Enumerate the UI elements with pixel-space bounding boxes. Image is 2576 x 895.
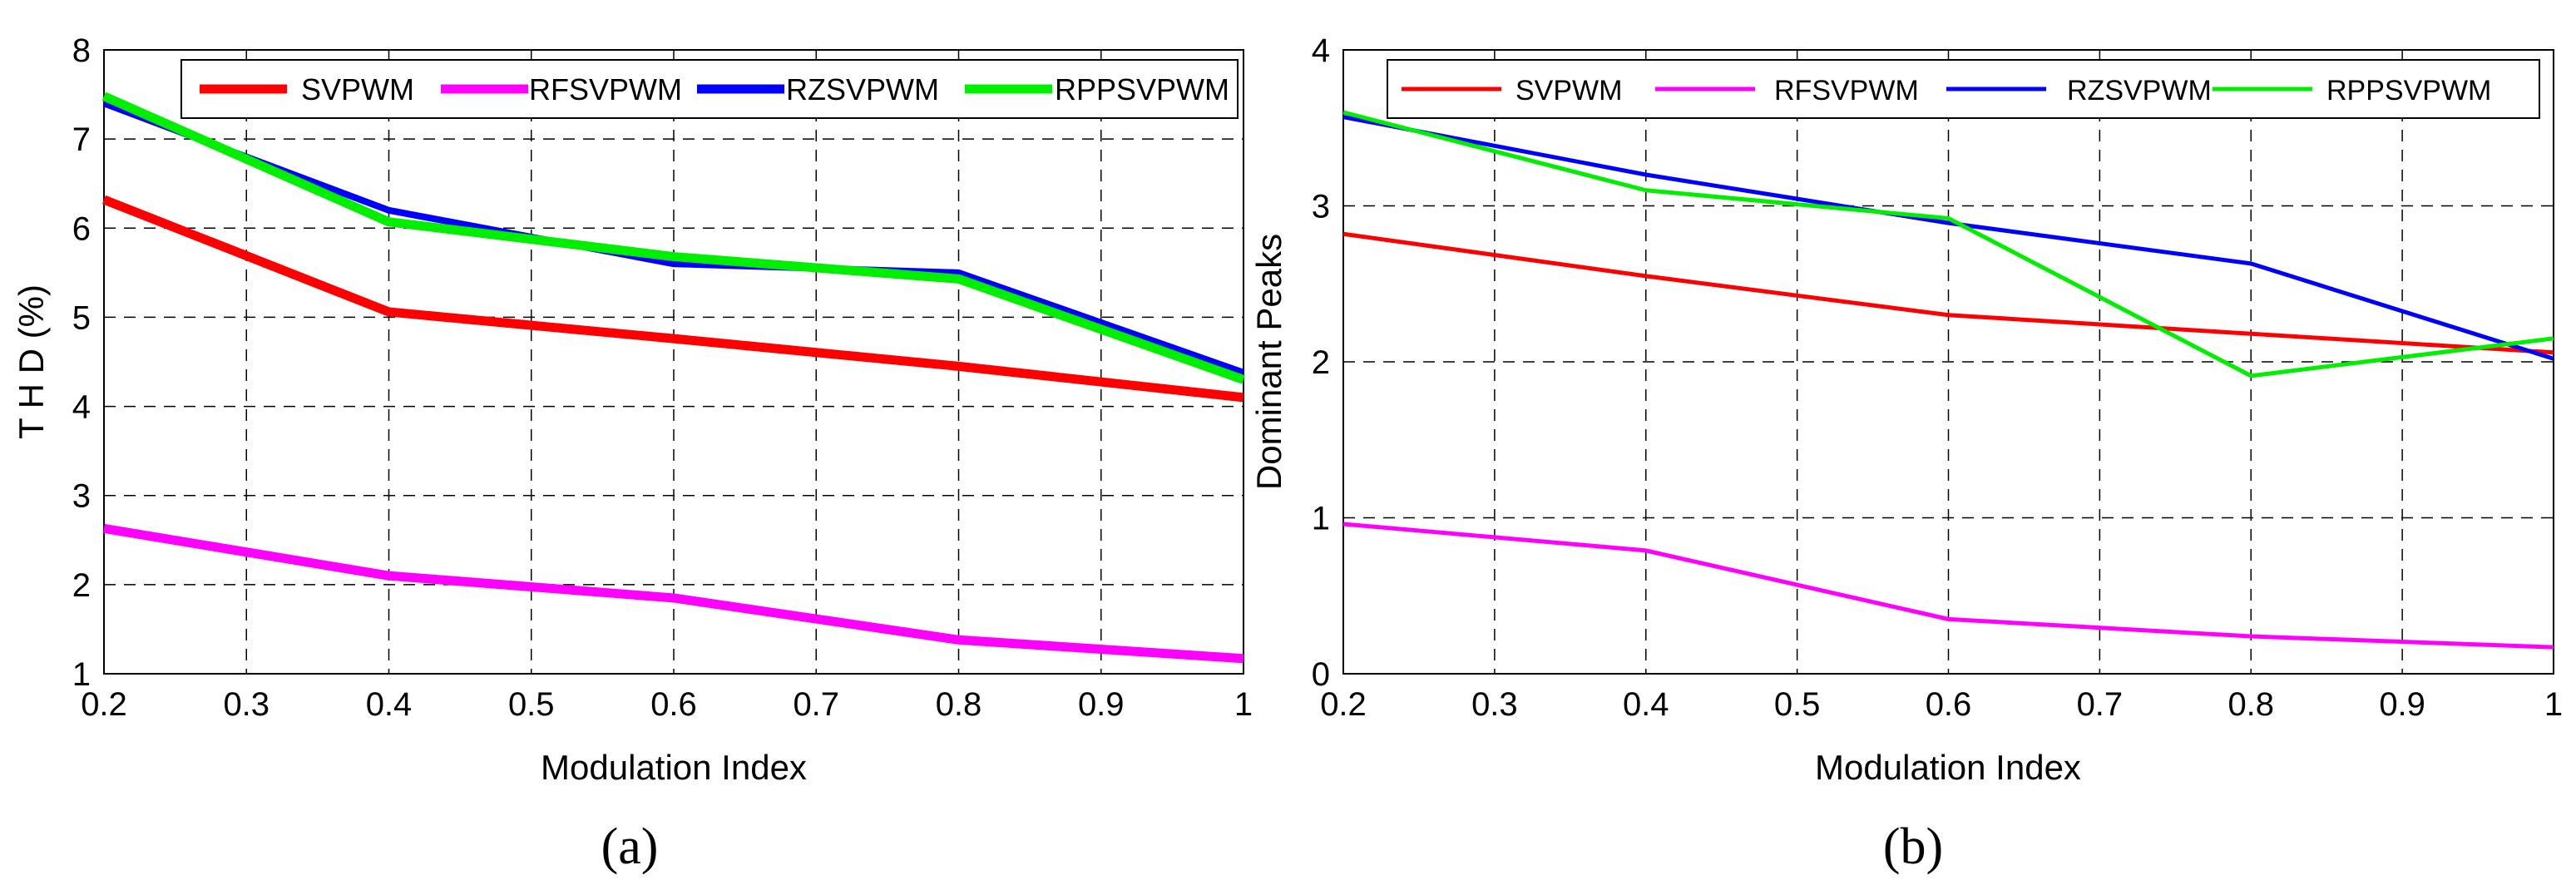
y-tick-label: 3 — [1312, 189, 1330, 225]
chart-panel-a: 0.2 0.3 0.4 0.5 0.6 0.7 0.8 0.9 1 1 2 3 4 5 6 7 8 SVPWM R… — [12, 32, 1253, 875]
legend-label: RFSVPWM — [529, 72, 682, 106]
panel-label-a: (a) — [601, 818, 659, 875]
series-line-rzsvpwm — [102, 100, 1245, 376]
y-tick-label: 6 — [72, 210, 91, 247]
legend: SVPWM RFSVPWM RZSVPWM RPPSVPWM — [180, 59, 1239, 119]
x-tick-label: 0.6 — [1926, 686, 1972, 723]
y-tick-label: 3 — [72, 478, 91, 515]
x-tick-label: 0.8 — [936, 686, 982, 723]
series-line-rppsvpwm — [1342, 110, 2554, 378]
panel-label-b: (b) — [1883, 818, 1943, 875]
y-tick-label: 2 — [72, 567, 91, 604]
legend-label: SVPWM — [1515, 75, 1622, 106]
y-tick-label: 1 — [72, 656, 91, 693]
x-tick-label: 0.7 — [793, 686, 839, 723]
series-line-rfsvpwm — [1342, 522, 2554, 650]
series-line-rfsvpwm — [103, 523, 1244, 664]
series-line-svpwm — [101, 195, 1244, 403]
legend-label: SVPWM — [301, 72, 414, 106]
series-line-rppsvpwm — [101, 91, 1245, 384]
legend-label: RPPSVPWM — [2326, 75, 2491, 106]
series-line-svpwm — [1342, 231, 2554, 355]
x-tick-label: 0.3 — [1471, 686, 1518, 723]
legend: SVPWM RFSVPWM RZSVPWM RPPSVPWM — [1387, 59, 2540, 119]
y-tick-label: 4 — [1312, 32, 1330, 69]
x-tick-label: 0.2 — [81, 686, 127, 723]
y-tick-label: 5 — [72, 299, 91, 336]
x-tick-label: 0.8 — [2227, 686, 2274, 723]
legend-label: RFSVPWM — [1774, 75, 1919, 106]
y-tick-label: 2 — [1312, 344, 1330, 381]
x-tick-label: 0.2 — [1320, 686, 1367, 723]
x-tick-label: 0.4 — [366, 686, 413, 723]
chart-panel-b: 0.2 0.3 0.4 0.5 0.6 0.7 0.8 0.9 1 0 1 2 3 4 SVPWM RFSV… — [1249, 32, 2563, 875]
y-tick-label: 4 — [72, 389, 91, 426]
x-tick-label: 0.7 — [2077, 686, 2124, 723]
y-tick-label: 8 — [72, 32, 91, 69]
x-tick-label: 1 — [1234, 686, 1253, 723]
x-tick-label: 0.9 — [1078, 686, 1125, 723]
y-axis-label: Dominant Peaks — [1249, 234, 1288, 490]
y-axis-label: T H D (%) — [12, 284, 51, 439]
y-tick-label: 1 — [1312, 501, 1330, 537]
x-tick-label: 1 — [2544, 686, 2563, 723]
x-tick-label: 0.9 — [2379, 686, 2425, 723]
legend-label: RZSVPWM — [2067, 75, 2212, 106]
y-tick-label: 7 — [72, 121, 91, 158]
series-line-rzsvpwm — [1342, 115, 2554, 361]
legend-label: RPPSVPWM — [1055, 72, 1229, 106]
y-tick-label: 0 — [1312, 656, 1330, 693]
x-axis-label: Modulation Index — [541, 748, 807, 787]
x-tick-label: 0.4 — [1623, 686, 1669, 723]
x-tick-label: 0.6 — [650, 686, 697, 723]
x-tick-label: 0.5 — [508, 686, 555, 723]
x-tick-label: 0.5 — [1774, 686, 1821, 723]
x-tick-label: 0.3 — [223, 686, 269, 723]
x-axis-label: Modulation Index — [1815, 748, 2081, 787]
legend-label: RZSVPWM — [786, 72, 939, 106]
